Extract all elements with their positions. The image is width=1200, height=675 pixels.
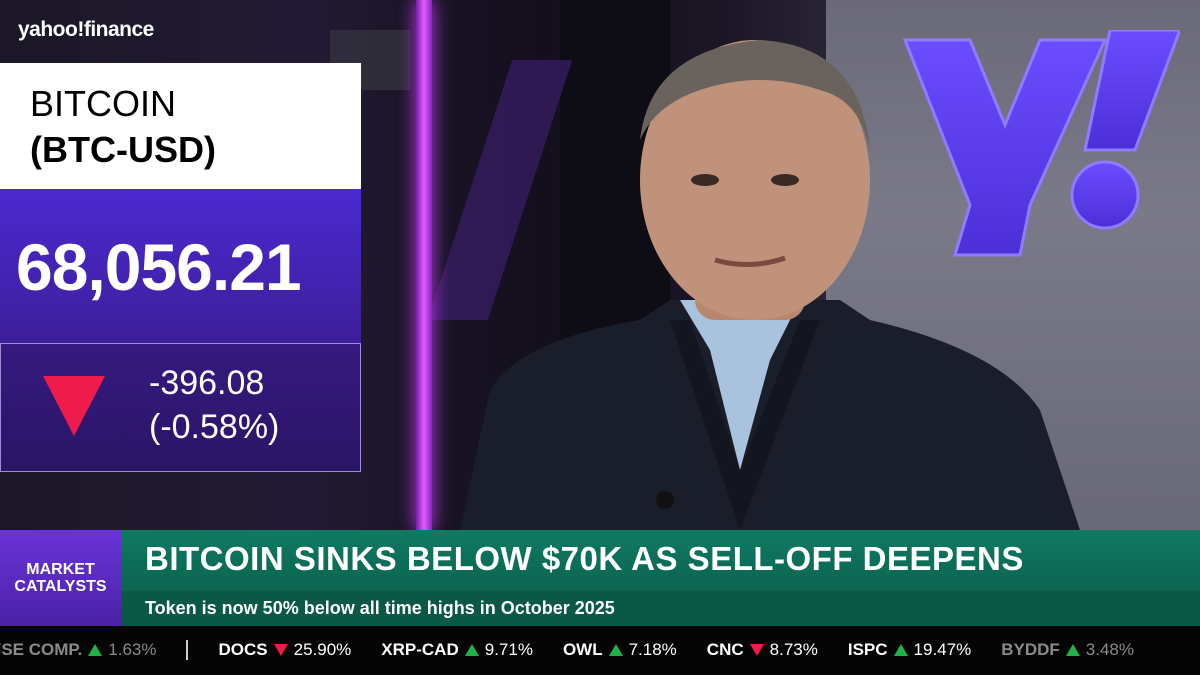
- up-arrow-icon: [88, 644, 103, 656]
- down-arrow-icon: [749, 644, 764, 656]
- ticker-symbol: BYDDF: [1001, 640, 1060, 659]
- yahoo-finance-logo: yahoo!finance: [18, 18, 154, 41]
- segment-label-line2: CATALYSTS: [14, 578, 107, 595]
- ticker-item: DOCS 25.90%: [218, 640, 351, 660]
- down-arrow-icon: [273, 644, 288, 656]
- ticker-item: YSE COMP. 1.63%: [0, 640, 156, 660]
- ticker-item: CNC 8.73%: [707, 640, 818, 660]
- up-arrow-icon: [464, 644, 479, 656]
- ticker-track: YSE COMP. 1.63% DOCS 25.90% XRP-CAD 9.71% OWL 7…: [0, 640, 1164, 660]
- quote-card: BITCOIN (BTC-USD) 68,056.21 -396.08 (-0.…: [0, 63, 361, 472]
- asset-name: BITCOIN: [30, 83, 177, 124]
- stock-ticker: YSE COMP. 1.63% DOCS 25.90% XRP-CAD 9.71% OWL 7…: [0, 626, 1200, 675]
- segment-tag: MARKET CATALYSTS: [0, 530, 121, 626]
- ticker-change: 19.47%: [913, 640, 972, 659]
- ticker-symbol: XRP-CAD: [381, 640, 459, 659]
- ticker-symbol: OWL: [562, 640, 603, 659]
- subheadline-bar: Token is now 50% below all time highs in…: [121, 591, 1200, 626]
- asset-price: 68,056.21: [16, 230, 302, 304]
- ticker-item: BYDDF 3.48%: [1001, 640, 1134, 660]
- quote-change-panel: -396.08 (-0.58%): [0, 344, 361, 472]
- ticker-change: 8.73%: [769, 640, 818, 659]
- up-arrow-icon: [608, 644, 623, 656]
- ticker-item: XRP-CAD 9.71%: [381, 640, 533, 660]
- studio-background: [0, 0, 1200, 530]
- headline: BITCOIN SINKS BELOW $70K AS SELL-OFF DEE…: [145, 540, 1024, 577]
- ticker-symbol: DOCS: [218, 640, 268, 659]
- ticker-change: 7.18%: [628, 640, 677, 659]
- quote-price-panel: 68,056.21: [0, 189, 361, 344]
- ticker-change: 1.63%: [108, 640, 157, 659]
- headline-bar: BITCOIN SINKS BELOW $70K AS SELL-OFF DEE…: [121, 530, 1200, 591]
- ticker-symbol: YSE COMP.: [0, 640, 83, 659]
- neon-light-strip: [416, 0, 432, 530]
- ticker-symbol: ISPC: [847, 640, 888, 659]
- segment-label-line1: MARKET: [26, 561, 95, 578]
- yahoo-y-logo-icon: [902, 30, 1180, 257]
- price-change: -396.08: [149, 364, 265, 402]
- ticker-change: 9.71%: [484, 640, 533, 659]
- asset-symbol: (BTC-USD): [30, 129, 216, 170]
- ticker-change: 3.48%: [1085, 640, 1134, 659]
- ticker-change: 25.90%: [293, 640, 352, 659]
- ticker-separator: [186, 640, 189, 660]
- up-arrow-icon: [893, 644, 908, 656]
- down-arrow-icon: [43, 376, 105, 436]
- ticker-symbol: CNC: [706, 640, 744, 659]
- presenter-image: [460, 40, 1080, 530]
- price-change-percent: (-0.58%): [149, 408, 280, 446]
- quote-name-panel: BITCOIN (BTC-USD): [0, 63, 361, 189]
- ticker-item: ISPC 19.47%: [848, 640, 971, 660]
- up-arrow-icon: [1065, 644, 1080, 656]
- subheadline: Token is now 50% below all time highs in…: [145, 598, 615, 618]
- ticker-item: OWL 7.18%: [563, 640, 677, 660]
